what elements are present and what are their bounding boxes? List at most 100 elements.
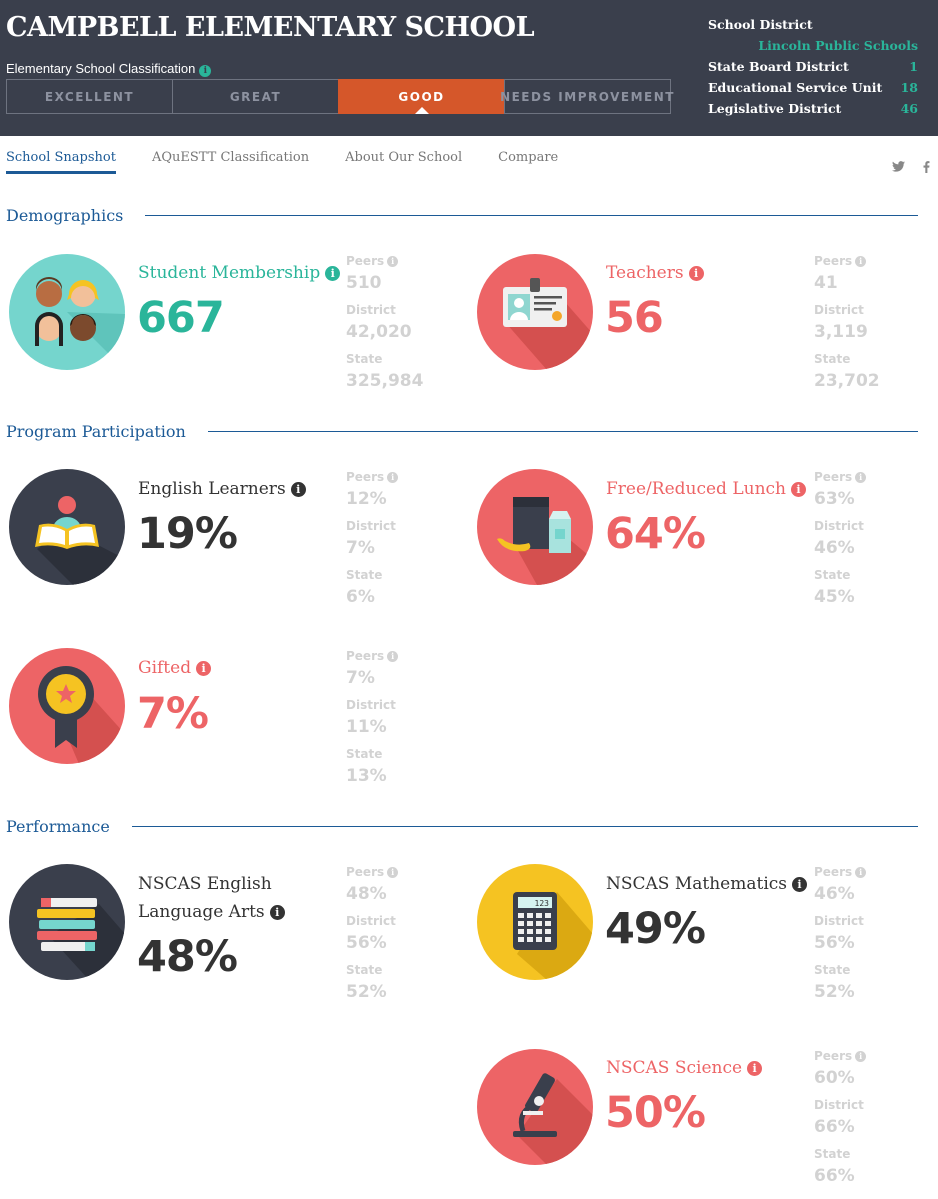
info-icon[interactable]: i bbox=[199, 65, 212, 77]
peers-value: 7% bbox=[346, 668, 375, 688]
reader-icon bbox=[9, 469, 125, 585]
student-membership-comparison: Peers i 510 District 42,020 State 325,984 bbox=[346, 253, 423, 400]
info-icon[interactable]: i bbox=[855, 256, 867, 267]
tab-about-our-school[interactable]: About Our School bbox=[345, 150, 463, 165]
state-label: State bbox=[814, 963, 851, 977]
peers-value: 41 bbox=[814, 273, 838, 293]
classification-great[interactable]: GREAT bbox=[172, 79, 339, 114]
info-icon[interactable]: i bbox=[387, 651, 399, 662]
state-value: 6% bbox=[346, 587, 375, 607]
district-value: 66% bbox=[814, 1117, 855, 1137]
gifted-comparison: Peers i 7% District 11% State 13% bbox=[346, 648, 399, 795]
state-value: 52% bbox=[814, 982, 855, 1002]
nscas-science-label-text: NSCAS Science bbox=[606, 1058, 743, 1078]
section-title: Demographics bbox=[6, 206, 124, 225]
state-board-row: State Board District 1 bbox=[708, 56, 918, 77]
nscas-science-label: NSCAS Science i bbox=[606, 1054, 763, 1082]
peers-label: Peers i bbox=[814, 1048, 867, 1068]
school-district-value-row: Lincoln Public Schools bbox=[708, 35, 918, 56]
calculator-icon: 123 bbox=[477, 864, 593, 980]
tab-school-snapshot[interactable]: School Snapshot bbox=[6, 150, 116, 174]
info-icon[interactable]: i bbox=[688, 266, 704, 281]
district-value: 56% bbox=[814, 933, 855, 953]
nscas-science-value: 50% bbox=[605, 1088, 706, 1138]
tab-bar: School Snapshot AQuESTT Classification A… bbox=[6, 150, 594, 174]
info-icon[interactable]: i bbox=[387, 867, 399, 878]
info-icon[interactable]: i bbox=[747, 1061, 763, 1076]
state-label: State bbox=[814, 352, 851, 366]
twitter-icon[interactable] bbox=[892, 161, 905, 176]
teachers-comparison: Peers i 41 District 3,119 State 23,702 bbox=[814, 253, 880, 400]
district-label: District bbox=[814, 519, 864, 533]
state-label: State bbox=[346, 963, 383, 977]
school-district-value[interactable]: Lincoln Public Schools bbox=[758, 38, 918, 53]
peers-label: Peers i bbox=[814, 864, 867, 884]
district-label: District bbox=[814, 914, 864, 928]
nscas-math-label-text: NSCAS Mathematics bbox=[606, 874, 788, 894]
free-reduced-lunch-label: Free/Reduced Lunch i bbox=[606, 475, 806, 503]
english-learners-label: English Learners i bbox=[138, 475, 306, 503]
peers-value: 63% bbox=[814, 489, 855, 509]
nscas-ela-comparison: Peers i 48% District 56% State 52% bbox=[346, 864, 399, 1011]
free-reduced-lunch-label-text: Free/Reduced Lunch bbox=[606, 479, 786, 499]
peers-label: Peers i bbox=[346, 864, 399, 884]
section-divider bbox=[207, 431, 918, 432]
nscas-math-value: 49% bbox=[605, 904, 706, 954]
info-icon[interactable]: i bbox=[387, 472, 399, 483]
ribbon-icon bbox=[9, 648, 125, 764]
info-icon[interactable]: i bbox=[791, 482, 806, 497]
social-links bbox=[892, 161, 930, 176]
legislative-label: Legislative District bbox=[708, 101, 842, 116]
info-icon[interactable]: i bbox=[792, 877, 808, 892]
classification-needs-improvement[interactable]: NEEDS IMPROVEMENT bbox=[500, 79, 673, 114]
state-label: State bbox=[346, 352, 383, 366]
state-label: State bbox=[346, 568, 383, 582]
state-value: 13% bbox=[346, 766, 387, 786]
state-value: 325,984 bbox=[346, 371, 424, 391]
esu-value: 18 bbox=[900, 80, 918, 95]
info-icon[interactable]: i bbox=[855, 867, 867, 878]
info-icon[interactable]: i bbox=[290, 482, 306, 497]
peers-label: Peers i bbox=[346, 648, 399, 668]
nscas-ela-label: NSCAS English Language Arts i bbox=[138, 870, 328, 926]
facebook-icon[interactable] bbox=[923, 161, 930, 176]
district-label: District bbox=[346, 698, 396, 712]
classification-good[interactable]: GOOD bbox=[338, 79, 505, 114]
info-icon[interactable]: i bbox=[387, 256, 399, 267]
tab-compare[interactable]: Compare bbox=[498, 150, 559, 165]
teachers-label-text: Teachers bbox=[606, 263, 684, 283]
district-value: 3,119 bbox=[814, 322, 868, 342]
nscas-ela-label-text: NSCAS English Language Arts bbox=[138, 874, 272, 922]
svg-text:123: 123 bbox=[535, 899, 550, 908]
classification-excellent[interactable]: EXCELLENT bbox=[6, 79, 173, 114]
school-title: CAMPBELL ELEMENTARY SCHOOL bbox=[6, 12, 535, 43]
state-value: 66% bbox=[814, 1166, 855, 1186]
info-icon[interactable]: i bbox=[269, 905, 285, 920]
lunch-icon bbox=[477, 469, 593, 585]
info-icon[interactable]: i bbox=[196, 661, 212, 676]
legislative-row: Legislative District 46 bbox=[708, 98, 918, 119]
section-program-participation: Program Participation bbox=[6, 422, 918, 441]
classification-label-text: Elementary School Classification bbox=[6, 61, 196, 76]
esu-label: Educational Service Unit bbox=[708, 80, 883, 95]
id-badge-icon bbox=[477, 254, 593, 370]
peers-value: 12% bbox=[346, 489, 387, 509]
legislative-value: 46 bbox=[900, 101, 918, 116]
section-title: Performance bbox=[6, 817, 110, 836]
district-info: School District Lincoln Public Schools S… bbox=[708, 14, 918, 119]
tab-aquestt-classification[interactable]: AQuESTT Classification bbox=[151, 150, 310, 165]
info-icon[interactable]: i bbox=[855, 1051, 867, 1062]
teachers-value: 56 bbox=[605, 293, 664, 343]
nscas-science-comparison: Peers i 60% District 66% State 66% bbox=[814, 1048, 867, 1195]
info-icon[interactable]: i bbox=[325, 266, 341, 281]
microscope-icon bbox=[477, 1049, 593, 1165]
district-label: District bbox=[346, 914, 396, 928]
english-learners-comparison: Peers i 12% District 7% State 6% bbox=[346, 469, 399, 616]
state-label: State bbox=[814, 568, 851, 582]
state-value: 52% bbox=[346, 982, 387, 1002]
student-membership-label: Student Membership i bbox=[138, 259, 341, 287]
info-icon[interactable]: i bbox=[855, 472, 867, 483]
student-membership-value: 667 bbox=[137, 293, 225, 343]
peers-value: 46% bbox=[814, 884, 855, 904]
classification-label: Elementary School Classification i bbox=[6, 61, 212, 77]
